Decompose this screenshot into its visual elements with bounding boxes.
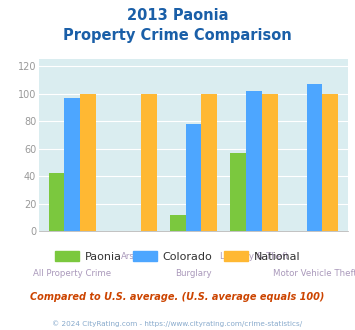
- Text: 2013 Paonia: 2013 Paonia: [127, 8, 228, 23]
- Text: Burglary: Burglary: [175, 269, 212, 278]
- Legend: Paonia, Colorado, National: Paonia, Colorado, National: [50, 247, 305, 267]
- Text: Compared to U.S. average. (U.S. average equals 100): Compared to U.S. average. (U.S. average …: [30, 292, 325, 302]
- Bar: [230, 153, 246, 231]
- Bar: [186, 124, 201, 231]
- Bar: [65, 98, 80, 231]
- Bar: [322, 94, 338, 231]
- Text: Property Crime Comparison: Property Crime Comparison: [63, 28, 292, 43]
- Text: Larceny & Theft: Larceny & Theft: [220, 251, 288, 261]
- Bar: [141, 94, 157, 231]
- Text: © 2024 CityRating.com - https://www.cityrating.com/crime-statistics/: © 2024 CityRating.com - https://www.city…: [53, 320, 302, 327]
- Bar: [246, 91, 262, 231]
- Text: Motor Vehicle Theft: Motor Vehicle Theft: [273, 269, 355, 278]
- Text: Arson: Arson: [121, 251, 145, 261]
- Bar: [201, 94, 217, 231]
- Text: All Property Crime: All Property Crime: [33, 269, 111, 278]
- Bar: [307, 84, 322, 231]
- Bar: [80, 94, 96, 231]
- Bar: [262, 94, 278, 231]
- Bar: [170, 214, 186, 231]
- Bar: [49, 173, 65, 231]
